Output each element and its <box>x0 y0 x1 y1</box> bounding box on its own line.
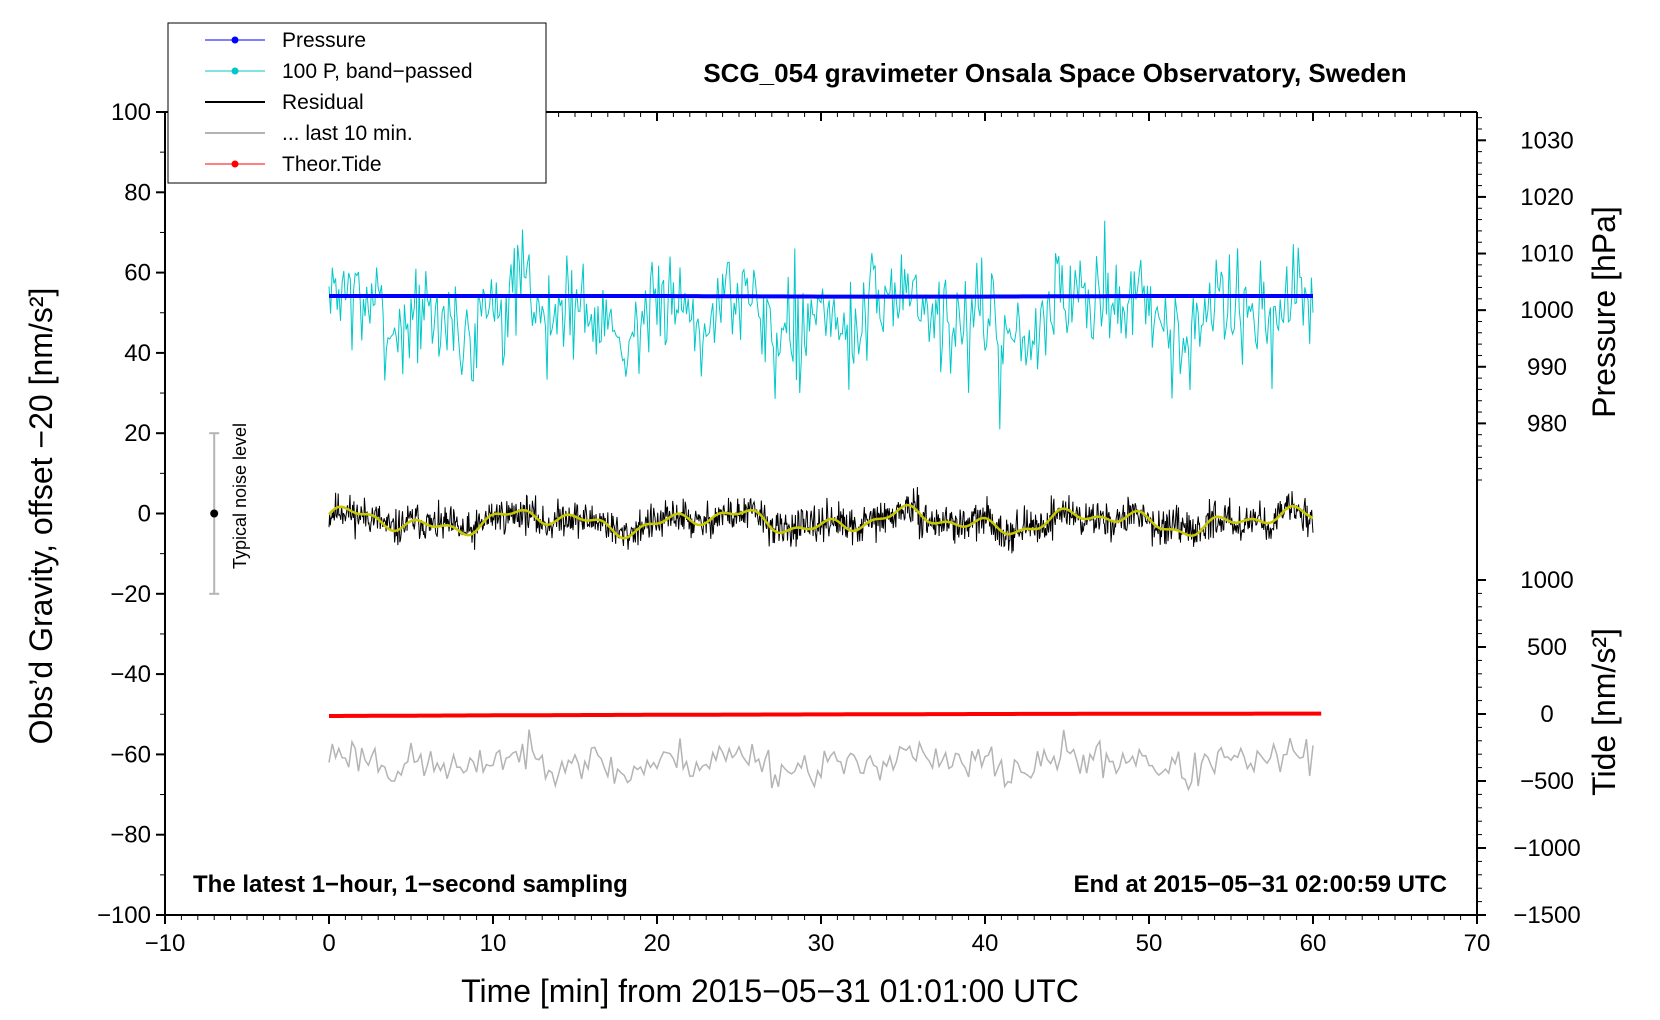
y-tick-label: 0 <box>138 501 151 528</box>
series-residual-smoothed <box>328 503 1314 540</box>
x-tick-label: 40 <box>972 930 999 957</box>
x-tick-label: −10 <box>145 930 186 957</box>
x-tick-label: 60 <box>1300 930 1327 957</box>
noise-level-label: Typical noise level <box>230 423 250 569</box>
x-tick-label: 30 <box>808 930 835 957</box>
tide-tick-label: −1500 <box>1513 902 1580 929</box>
y-tick-label: 60 <box>124 260 151 287</box>
x-tick-label: 10 <box>480 930 507 957</box>
series-pressure <box>329 294 1313 299</box>
legend-marker <box>231 160 239 168</box>
x-tick-label: 20 <box>644 930 671 957</box>
series-residual <box>328 486 1314 554</box>
x-tick-label: 70 <box>1464 930 1491 957</box>
pressure-tick-label: 990 <box>1527 354 1567 381</box>
y-axis-title: Obs’d Gravity, offset −20 [nm/s²] <box>23 288 59 745</box>
legend-label: Pressure <box>282 29 366 52</box>
pressure-tick-label: 1010 <box>1520 241 1573 268</box>
tide-tick-label: 1000 <box>1520 567 1573 594</box>
y-tick-label: 80 <box>124 179 151 206</box>
legend-label: Residual <box>282 91 364 114</box>
series-last-10-min <box>328 729 1314 792</box>
pressure-axis-title: Pressure [hPa] <box>1586 206 1622 418</box>
labels-layer: −10 0 10 20 30 40 50 60 70100806040200−20−40−60−… <box>97 99 1581 957</box>
tide-tick-label: 0 <box>1540 701 1553 728</box>
tide-axis-title: Tide [nm/s²] <box>1586 628 1622 796</box>
x-tick-label: 50 <box>1136 930 1163 957</box>
pressure-tick-label: 1030 <box>1520 127 1573 154</box>
end-time-note: End at 2015−05−31 02:00:59 UTC <box>1073 871 1447 898</box>
y-tick-label: 40 <box>124 340 151 367</box>
y-tick-label: 20 <box>124 420 151 447</box>
sampling-note: The latest 1−hour, 1−second sampling <box>193 871 628 898</box>
series-theoretical-tide <box>329 711 1322 718</box>
x-axis-title: Time [min] from 2015−05−31 01:01:00 UTC <box>461 973 1079 1009</box>
legend-label: ... last 10 min. <box>282 122 413 145</box>
tide-tick-label: −1000 <box>1513 835 1580 862</box>
noise-bar-center-dot <box>210 509 219 518</box>
legend-marker <box>231 67 239 75</box>
pressure-tick-label: 1020 <box>1520 184 1573 211</box>
y-tick-label: −20 <box>110 581 151 608</box>
legend: Pressure 100 P, band−passed Residual ... la… <box>167 22 547 184</box>
legend-label: 100 P, band−passed <box>282 60 473 83</box>
y-tick-label: −60 <box>110 741 151 768</box>
legend-label: Theor.Tide <box>282 153 382 176</box>
tide-tick-label: −500 <box>1520 768 1574 795</box>
legend-marker <box>231 36 239 44</box>
series-bandpassed-pressure <box>328 220 1314 430</box>
chart-title: SCG_054 gravimeter Onsala Space Observat… <box>703 58 1406 88</box>
pressure-tick-label: 1000 <box>1520 297 1573 324</box>
pressure-tick-label: 980 <box>1527 410 1567 437</box>
x-tick-label: 0 <box>322 930 335 957</box>
y-tick-label: −40 <box>110 661 151 688</box>
tide-tick-label: 500 <box>1527 634 1567 661</box>
series-layer <box>209 220 1322 792</box>
y-tick-label: −100 <box>97 902 151 929</box>
y-tick-label: 100 <box>111 99 151 126</box>
y-tick-label: −80 <box>110 822 151 849</box>
